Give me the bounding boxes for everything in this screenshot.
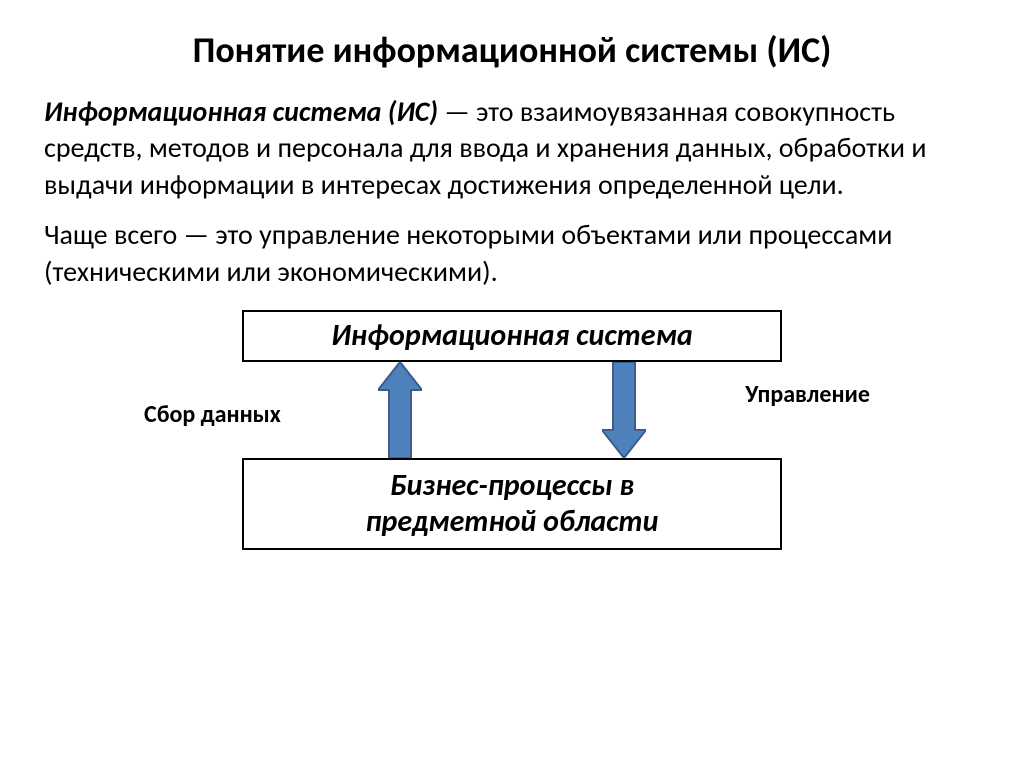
arrow-up-icon (378, 362, 422, 458)
definition-paragraph: Информационная система (ИС) — это взаимо… (44, 94, 980, 203)
arrow-row: Сбор данных Управление (44, 362, 980, 458)
bottom-box-line1: Бизнес-процессы в (390, 467, 634, 504)
diagram-container: Информационная система Сбор данных Управ… (44, 310, 980, 550)
bottom-box-line2: предметной области (366, 503, 659, 540)
arrow-down-icon (602, 362, 646, 458)
definition-term: Информационная система (ИС) (44, 94, 438, 129)
diagram-bottom-box: Бизнес-процессы в предметной области (242, 458, 782, 550)
diagram-top-box: Информационная система (242, 310, 782, 362)
label-management: Управление (745, 380, 870, 409)
paragraph-two: Чаще всего — это управление некоторыми о… (44, 217, 980, 290)
label-data-collection: Сбор данных (144, 400, 281, 429)
page-title: Понятие информационной системы (ИС) (44, 28, 980, 72)
